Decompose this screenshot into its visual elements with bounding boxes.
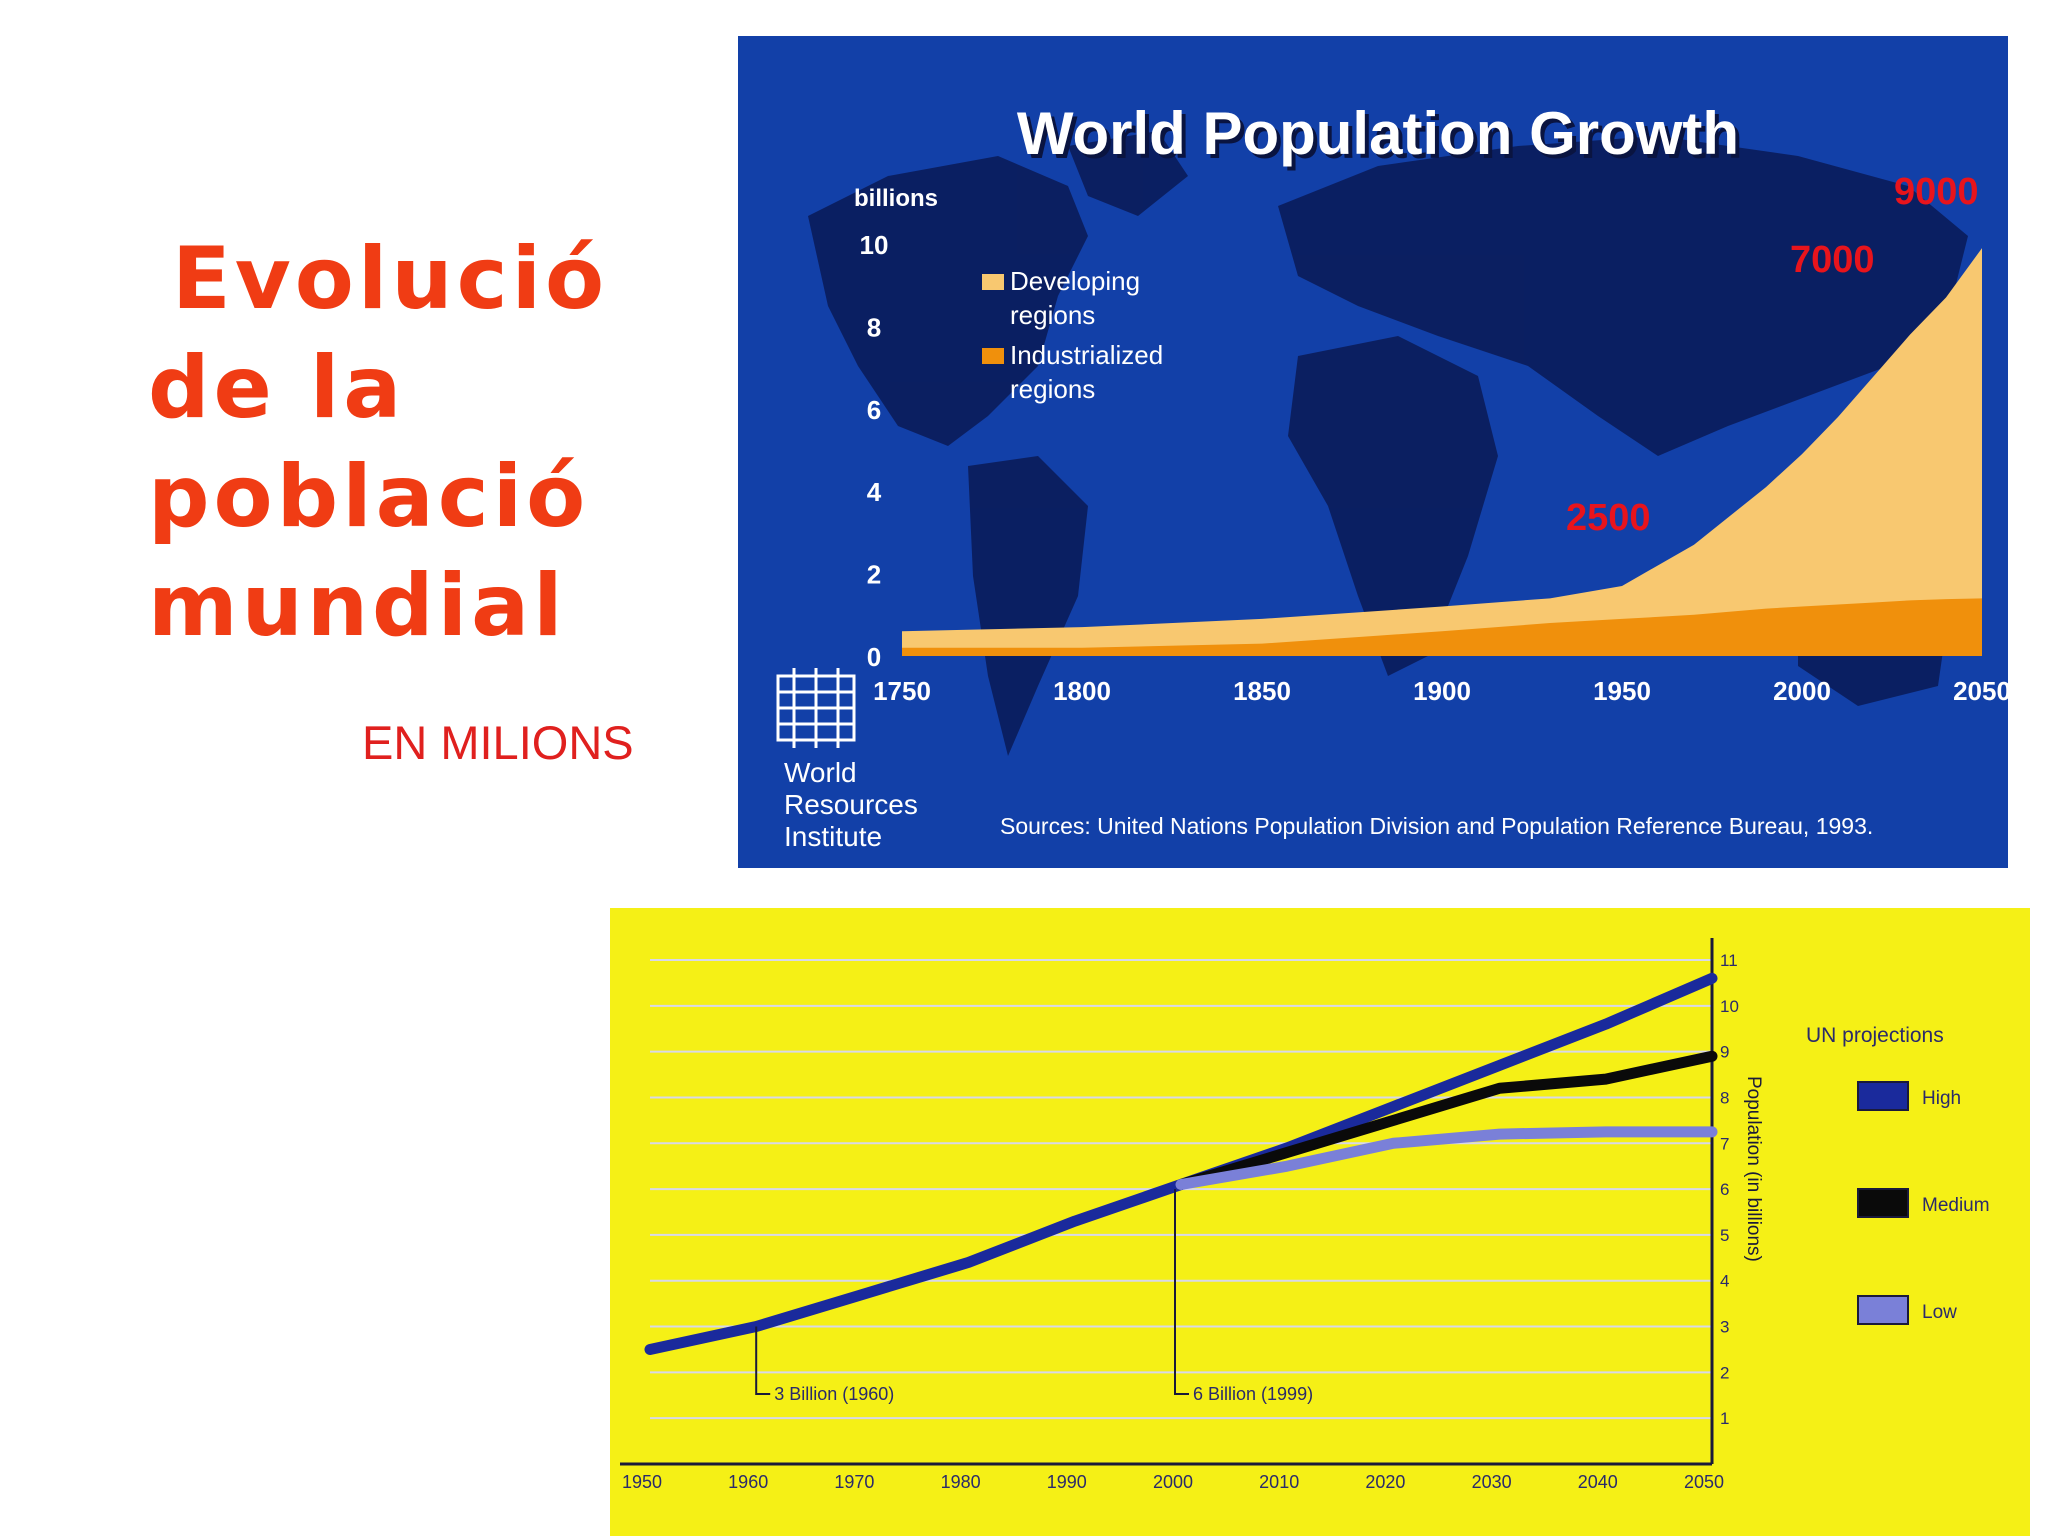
source-note: Sources: United Nations Population Divis… [1000, 813, 1873, 839]
annotation-label: 3 Billion (1960) [774, 1384, 894, 1404]
title-line: Evolució [172, 229, 609, 329]
y-tick-label: 2 [1720, 1363, 1729, 1382]
y-tick-label: 2 [867, 560, 881, 590]
x-tick-label: 2000 [1153, 1472, 1193, 1492]
south-america-shape [968, 456, 1088, 756]
y-tick-label: 10 [860, 230, 889, 260]
y-tick-label: 8 [867, 312, 881, 342]
line-medium [1175, 1050, 1718, 1191]
y-tick-label: 9 [1720, 1043, 1729, 1062]
area-series [902, 248, 1982, 656]
annotation-leader [755, 1326, 771, 1395]
legend-title: UN projections [1806, 1024, 1944, 1047]
legend-label-industrialized: Industrialized [1010, 340, 1163, 370]
chart-background [610, 908, 2030, 1536]
logo-text: World [784, 757, 857, 788]
legend-swatch-medium [1857, 1188, 1909, 1218]
x-tick-label: 2010 [1259, 1472, 1299, 1492]
y-tick-label: 1 [1720, 1409, 1729, 1428]
legend-label-developing: regions [1010, 300, 1095, 330]
annotations: 3 Billion (1960) 6 Billion (1999) [755, 1189, 1313, 1404]
y-tick-label: 10 [1720, 997, 1739, 1016]
y-tick-labels: 1 2 3 4 5 6 7 8 9 10 11 [1720, 951, 1739, 1428]
legend: High Medium Low [1857, 1081, 1990, 1325]
logo-text: Resources [784, 789, 918, 820]
y-tick-label: 0 [867, 642, 881, 672]
x-tick-label: 1960 [728, 1472, 768, 1492]
x-tick-label: 2000 [1773, 676, 1831, 706]
legend-label-developing: Developing [1010, 266, 1140, 296]
x-tick-label: 1990 [1047, 1472, 1087, 1492]
line-series [644, 972, 1718, 1355]
y-tick-label: 3 [1720, 1318, 1729, 1337]
x-tick-label: 2050 [1953, 676, 2008, 706]
x-tick-label: 1900 [1413, 676, 1471, 706]
x-tick-label: 1850 [1233, 676, 1291, 706]
world-population-growth-chart: World Population Growth World Population… [738, 36, 2008, 868]
wri-logo-icon [776, 668, 856, 748]
x-tick-label: 2050 [1684, 1472, 1724, 1492]
annotation-9000: 9000 [1894, 171, 1979, 213]
y-axis-label: Population (in billions) [1743, 1076, 1764, 1262]
legend: Developing regions Industrialized region… [982, 266, 1163, 404]
y-tick-label: 8 [1720, 1088, 1729, 1107]
y-tick-label: 5 [1720, 1226, 1729, 1245]
legend-label-high: High [1922, 1088, 1961, 1109]
x-tick-label: 1750 [873, 676, 931, 706]
y-tick-label: 6 [867, 395, 881, 425]
area-industrialized-regions [902, 598, 1982, 656]
x-tick-label: 1800 [1053, 676, 1111, 706]
greenland-shape [1068, 131, 1188, 216]
legend-label-low: Low [1922, 1302, 1957, 1323]
legend-label-industrialized: regions [1010, 374, 1095, 404]
legend-swatch-high [1857, 1081, 1909, 1111]
x-tick-labels: 1950 1960 1970 1980 1990 2000 2010 2020 2030 2040… [622, 1472, 1724, 1492]
y-tick-label: 4 [867, 477, 882, 507]
africa-shape [1288, 336, 1498, 676]
chart-title: World Population Growth [1017, 100, 1739, 167]
area-developing-regions [902, 248, 1982, 656]
x-tick-labels: 1750 1800 1850 1900 1950 2000 2050 [873, 676, 2008, 706]
logo-text: Institute [784, 821, 882, 852]
legend-swatch-developing [982, 274, 1004, 290]
line-historical [644, 1179, 1187, 1355]
gridlines [650, 959, 1712, 1420]
x-tick-label: 2020 [1365, 1472, 1405, 1492]
x-tick-label: 1950 [1593, 676, 1651, 706]
y-tick-label: 4 [1720, 1272, 1729, 1291]
annotation-label: 6 Billion (1999) [1193, 1384, 1313, 1404]
title-line: de la [148, 338, 406, 438]
line-low [1175, 1126, 1718, 1191]
legend-swatch-low [1857, 1295, 1909, 1325]
slide-title: Evolució de la població mundial [148, 225, 608, 661]
slide-subtitle: EN MILIONS [362, 716, 634, 769]
legend-swatch-industrialized [982, 348, 1004, 364]
y-tick-label: 7 [1720, 1134, 1729, 1153]
europe-asia-shape [1278, 136, 1968, 456]
annotation-2500: 2500 [1566, 497, 1651, 539]
north-america-shape [808, 156, 1088, 446]
x-tick-label: 1980 [941, 1472, 981, 1492]
legend-label-medium: Medium [1922, 1195, 1990, 1216]
axes [620, 938, 1714, 1466]
annotation-leader [1174, 1189, 1189, 1395]
x-tick-label: 2040 [1578, 1472, 1618, 1492]
x-tick-label: 2030 [1472, 1472, 1512, 1492]
y-tick-label: 6 [1720, 1180, 1729, 1199]
y-tick-label: 11 [1720, 951, 1738, 970]
annotation-7000: 7000 [1790, 239, 1875, 281]
un-projections-chart: 1 2 3 4 5 6 7 8 9 10 11 1950 1960 1970 1980 1990 2000 20… [610, 908, 2030, 1536]
y-axis-label: billions [854, 185, 938, 212]
x-tick-label: 1950 [622, 1472, 662, 1492]
y-tick-labels: 0 2 4 6 8 10 [860, 230, 889, 672]
x-tick-label: 1970 [834, 1472, 874, 1492]
title-line: població [148, 447, 590, 547]
title-line: mundial [148, 556, 567, 656]
chart-title: World Population Growth [1021, 104, 1743, 171]
